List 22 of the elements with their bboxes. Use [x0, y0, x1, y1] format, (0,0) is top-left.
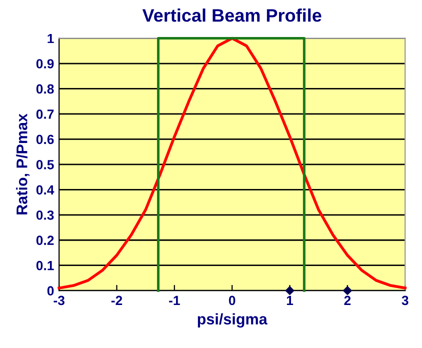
x-tick-label: 0 [228, 296, 236, 306]
y-tick-label: 0.7 [36, 110, 54, 119]
x-tick-label: -3 [54, 296, 64, 306]
y-tick-label: 0.8 [36, 84, 54, 94]
x-axis-title: psi/sigma [198, 313, 268, 328]
y-tick-label: 1 [48, 34, 54, 44]
y-tick-label: 0 [47, 286, 54, 296]
y-tick-label: 0.9 [36, 59, 54, 68]
y-axis-title: Ratio, P/Pmax [16, 114, 30, 214]
line-series [58, 36, 407, 290]
x-tick-label: 2 [344, 296, 351, 306]
x-tick-label: -1 [169, 296, 180, 306]
y-tick-label: 0.3 [36, 210, 54, 220]
chart-title: Vertical Beam Profile [142, 8, 322, 22]
y-tick-label: 0.1 [36, 260, 54, 270]
y-tick-label: 0.4 [36, 185, 54, 195]
x-tick-label: 1 [286, 296, 294, 306]
x-tick-label: 3 [402, 296, 408, 306]
y-tick-label: 0.5 [36, 160, 54, 170]
y-tick-label: 0.2 [36, 236, 54, 246]
x-tick-label: -2 [111, 296, 122, 306]
y-tick-label: 0.6 [36, 134, 54, 144]
